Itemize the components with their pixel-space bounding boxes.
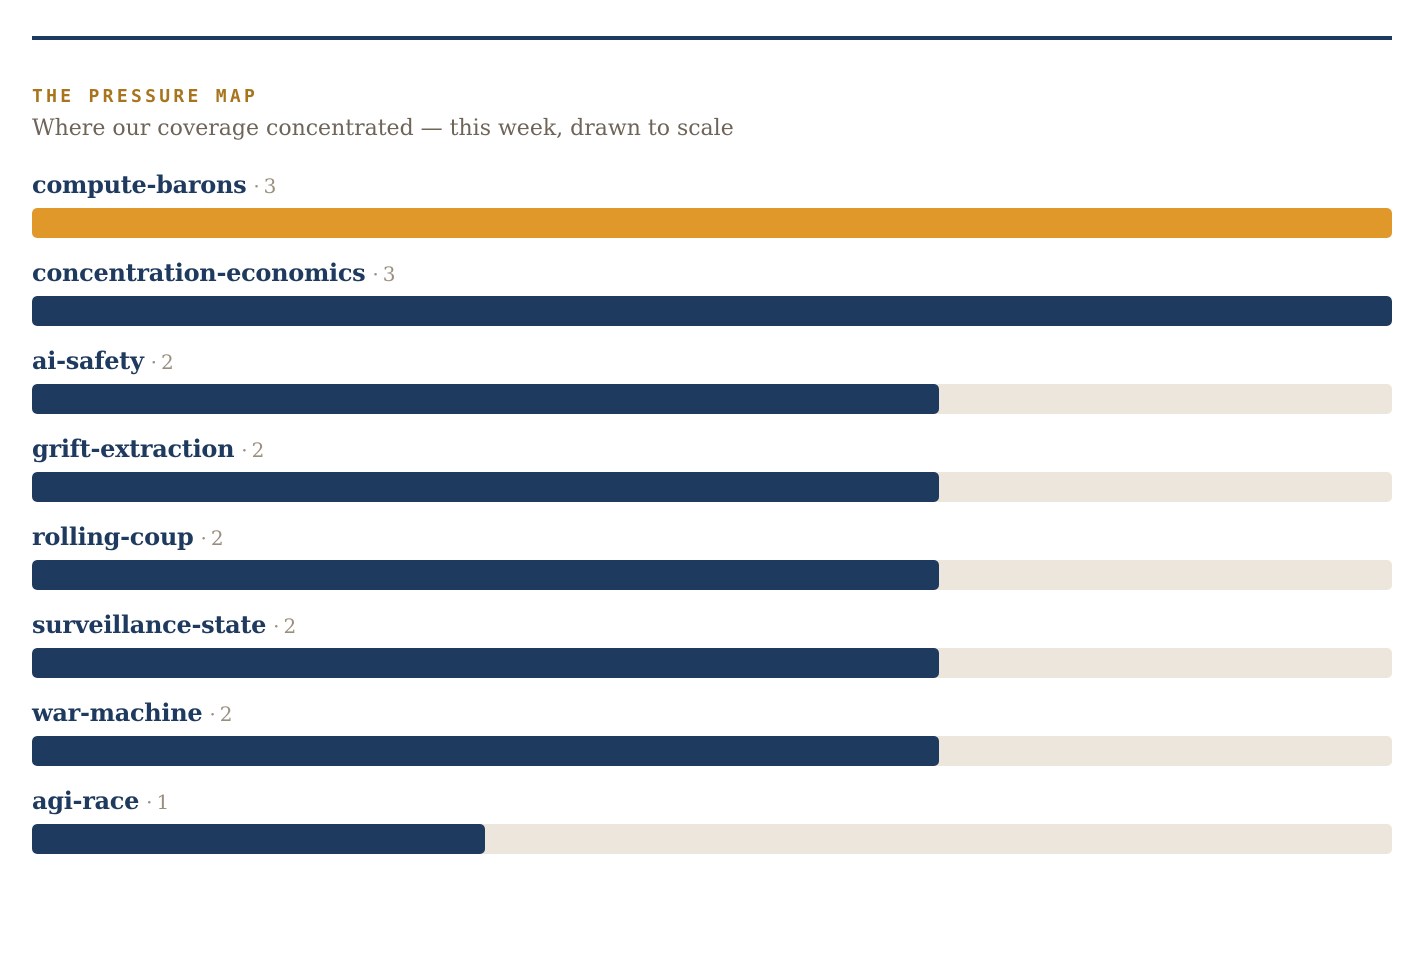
bar-track	[32, 648, 1392, 678]
bar-list: compute-barons · 3 concentration-economics ·…	[32, 170, 1392, 874]
bar	[32, 648, 939, 678]
bar-track	[32, 208, 1392, 238]
bar-row: compute-barons · 3	[32, 170, 1392, 258]
bar-track	[32, 472, 1392, 502]
category-label: ai-safety	[32, 346, 144, 375]
value-label: 2	[160, 350, 174, 374]
bar-label: grift-extraction · 2	[32, 434, 1392, 472]
bar-row: rolling-coup · 2	[32, 522, 1392, 610]
label-separator: ·	[146, 790, 153, 814]
label-separator: ·	[372, 262, 379, 286]
category-label: compute-barons	[32, 170, 247, 199]
value-label: 2	[251, 438, 265, 462]
chart-kicker: THE PRESSURE MAP	[32, 86, 259, 107]
category-label: rolling-coup	[32, 522, 194, 551]
bar-row: grift-extraction · 2	[32, 434, 1392, 522]
bar	[32, 824, 486, 854]
value-label: 3	[263, 174, 277, 198]
bar-track	[32, 824, 1392, 854]
bar	[32, 736, 939, 766]
bar-label: ai-safety · 2	[32, 346, 1392, 384]
bar-row: concentration-economics · 3	[32, 258, 1392, 346]
bar-track	[32, 384, 1392, 414]
category-label: grift-extraction	[32, 434, 235, 463]
bar	[32, 208, 1392, 238]
label-separator: ·	[253, 174, 260, 198]
bar	[32, 472, 939, 502]
bar	[32, 296, 1392, 326]
value-label: 2	[283, 614, 297, 638]
bar-label: agi-race · 1	[32, 786, 1392, 824]
category-label: agi-race	[32, 786, 140, 815]
category-label: concentration-economics	[32, 258, 366, 287]
label-separator: ·	[150, 350, 157, 374]
bar	[32, 384, 939, 414]
bar-row: ai-safety · 2	[32, 346, 1392, 434]
label-separator: ·	[200, 526, 207, 550]
bar	[32, 560, 939, 590]
pressure-map-panel: THE PRESSURE MAP Where our coverage conc…	[32, 36, 1392, 874]
label-separator: ·	[209, 702, 216, 726]
value-label: 3	[382, 262, 396, 286]
bar-row: war-machine · 2	[32, 698, 1392, 786]
bar-row: surveillance-state · 2	[32, 610, 1392, 698]
bar-label: rolling-coup · 2	[32, 522, 1392, 560]
category-label: surveillance-state	[32, 610, 267, 639]
chart-subtitle: Where our coverage concentrated — this w…	[32, 116, 734, 141]
bar-track	[32, 296, 1392, 326]
category-label: war-machine	[32, 698, 203, 727]
label-separator: ·	[273, 614, 280, 638]
label-separator: ·	[241, 438, 248, 462]
bar-label: surveillance-state · 2	[32, 610, 1392, 648]
bar-row: agi-race · 1	[32, 786, 1392, 874]
value-label: 1	[156, 790, 170, 814]
bar-label: compute-barons · 3	[32, 170, 1392, 208]
bar-track	[32, 560, 1392, 590]
top-rule	[32, 36, 1392, 40]
bar-track	[32, 736, 1392, 766]
bar-label: war-machine · 2	[32, 698, 1392, 736]
value-label: 2	[210, 526, 224, 550]
value-label: 2	[219, 702, 233, 726]
bar-label: concentration-economics · 3	[32, 258, 1392, 296]
